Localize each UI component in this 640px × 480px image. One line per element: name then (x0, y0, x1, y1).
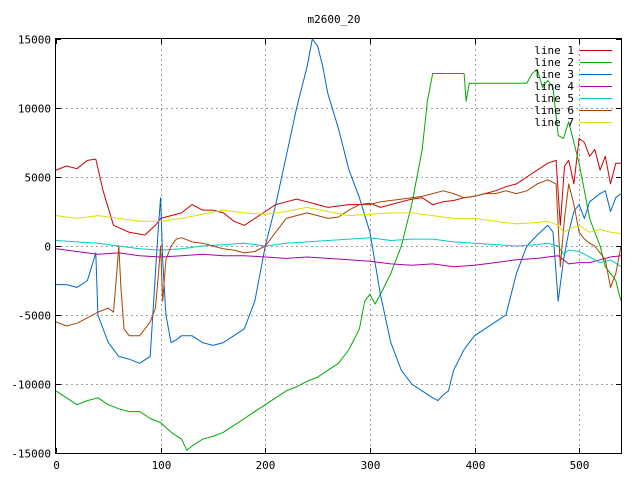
legend-label-6: line 6 (534, 104, 574, 117)
x-tick-label: 200 (256, 459, 276, 472)
legend-label-5: line 5 (534, 92, 574, 105)
x-tick-label: 300 (361, 459, 381, 472)
series-line-4 (55, 248, 622, 268)
y-tick-label: -5000 (18, 310, 51, 323)
series-line-5 (55, 237, 622, 268)
legend-label-4: line 4 (534, 80, 574, 93)
series-line-7 (55, 206, 622, 235)
plot-area (55, 38, 622, 451)
y-tick-label: 0 (44, 241, 51, 254)
y-tick-label: -10000 (11, 379, 51, 392)
series-line-3 (56, 38, 622, 402)
x-tick-label: 400 (466, 459, 486, 472)
chart-title: m2600_20 (308, 13, 361, 26)
y-tick-label: 10000 (18, 103, 51, 116)
legend-label-2: line 2 (534, 56, 574, 69)
y-tick-label: 5000 (25, 172, 52, 185)
x-tick-label: 500 (570, 459, 590, 472)
x-tick-label: 0 (53, 459, 60, 472)
series-line-6 (55, 179, 622, 337)
legend-label-3: line 3 (534, 68, 574, 81)
plot-frame (55, 38, 622, 454)
y-tick-label: -15000 (11, 448, 51, 461)
legend-label-7: line 7 (534, 116, 574, 129)
series-line-2 (55, 68, 622, 451)
y-tick-label: 15000 (18, 34, 51, 47)
axes: -15000 -10000 -5000 0 5000 10000 15000 0 100 200 3… (11, 34, 621, 472)
series-line-1 (55, 137, 621, 236)
x-tick-label: 100 (152, 459, 172, 472)
legend-label-1: line 1 (534, 44, 574, 57)
